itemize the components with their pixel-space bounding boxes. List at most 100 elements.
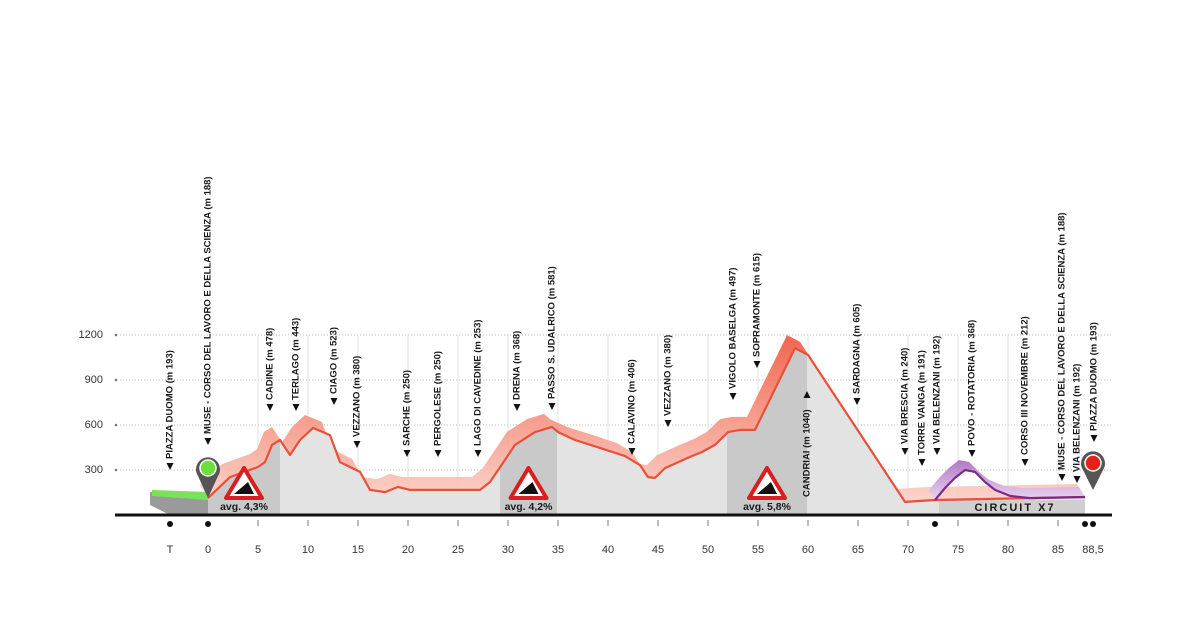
waypoint-marker [933, 448, 941, 455]
x-tick-label: 88,5 [1082, 544, 1103, 556]
waypoint-label: VEZZANO (m 380) [352, 356, 363, 437]
climb-area [727, 348, 807, 515]
labels: avg. 4,3% avg. 4,2% avg. 5,8% PIAZZA DUOMO … [165, 176, 1100, 512]
waypoint-marker [548, 403, 556, 410]
circuit-line [934, 468, 1086, 501]
waypoint-label: DRENA (m 368) [512, 331, 523, 400]
waypoint-marker [474, 450, 482, 457]
x-tick-label: 50 [702, 544, 714, 556]
y-tick-label: 900 [85, 374, 103, 386]
y-tick-mark [114, 468, 118, 472]
waypoint-label: VIGOLO BASELGA (m 497) [728, 267, 739, 389]
waypoint-label: VEZZANO (m 380) [663, 335, 674, 416]
x-tick-label: 85 [1052, 544, 1064, 556]
climb-label: avg. 5,8% [743, 501, 792, 513]
climb-label: avg. 4,3% [220, 501, 269, 513]
waypoint-marker [803, 391, 811, 398]
circuit-dot [1082, 521, 1088, 527]
profile-line [207, 347, 1086, 503]
y-tick-mark [114, 423, 118, 427]
climb-label: avg. 4,2% [505, 501, 554, 513]
waypoint-label: CANDRIAI (m 1040) [802, 409, 813, 497]
x-tick-label: 20 [402, 544, 414, 556]
waypoint-label: SARDAGNA (m 605) [852, 304, 863, 394]
waypoint-marker [853, 398, 861, 405]
waypoint-marker [403, 450, 411, 457]
x-tick-label: 70 [902, 544, 914, 556]
finish-pin [1081, 451, 1105, 490]
circuit-label: CIRCUIT X7 [974, 502, 1055, 514]
waypoint-marker [204, 438, 212, 445]
waypoint-label: SARCHE (m 250) [402, 370, 413, 446]
waypoint-label: CADINE (m 478) [265, 328, 276, 400]
waypoint-marker [918, 459, 926, 466]
waypoint-label: VIA BELENZANI (m 192) [932, 336, 943, 444]
waypoint-label: LAGO DI CAVEDINE (m 253) [473, 319, 484, 446]
waypoint-label: MUSE - CORSO DEL LAVORO E DELLA SCIENZA … [203, 176, 214, 434]
waypoint-marker [664, 420, 672, 427]
waypoint-label: SOPRAMONTE (m 615) [752, 253, 763, 357]
x-tick-label: 5 [255, 544, 261, 556]
waypoint-marker [729, 393, 737, 400]
x-tick-label: 55 [752, 544, 764, 556]
waypoint-label: CORSO III NOVEMBRE (m 212) [1020, 316, 1031, 455]
waypoint-marker [1058, 474, 1066, 481]
start-pin [196, 457, 220, 498]
x-tick-label: 40 [602, 544, 614, 556]
x-tick-label: 25 [452, 544, 464, 556]
waypoint-label: CIAGO (m 523) [329, 327, 340, 394]
waypoint-marker [968, 450, 976, 457]
ticks: 300 600 900 1200 T 0 5 10 15 20 25 30 35 40 45 50 55 60 65… [79, 329, 1104, 556]
x-tick-label: 60 [802, 544, 814, 556]
x-tick-label: 10 [302, 544, 314, 556]
climb-icon [224, 466, 264, 500]
y-tick-label: 1200 [79, 329, 103, 341]
waypoint-marker [353, 441, 361, 448]
y-tick-label: 300 [85, 464, 103, 476]
waypoint-label: TORRE VANGA (m 191) [917, 350, 928, 455]
climb-icon [508, 466, 549, 500]
x-tick-mark [205, 521, 211, 527]
waypoint-label: CALAVINO (m 406) [627, 359, 638, 444]
waypoint-marker [330, 398, 338, 405]
x-tick-mark [1090, 521, 1096, 527]
waypoint-label: VIA BRESCIA (m 240) [900, 348, 911, 444]
waypoint-marker [901, 448, 909, 455]
waypoint-marker [434, 450, 442, 457]
waypoint-marker [1073, 476, 1081, 483]
circuit-box [939, 500, 1085, 515]
waypoint-marker [1090, 435, 1098, 442]
waypoint-label: MUSE - CORSO DEL LAVORO E DELLA SCIENZA … [1057, 212, 1068, 470]
x-tick-label: 30 [502, 544, 514, 556]
y-tick-label: 600 [85, 419, 103, 431]
neutral-zone [150, 492, 208, 515]
x-tick-label: 65 [852, 544, 864, 556]
x-tick-label: 45 [652, 544, 664, 556]
x-tick-label: 75 [952, 544, 964, 556]
waypoint-label: PASSO S. UDALRICO (m 581) [547, 266, 558, 399]
waypoint-marker [628, 448, 636, 455]
x-tick-label: 15 [352, 544, 364, 556]
waypoint-marker [753, 361, 761, 368]
climb-icon-slope [234, 482, 254, 494]
waypoint-label: PIAZZA DUOMO (m 193) [165, 350, 176, 459]
y-tick-mark [114, 378, 118, 382]
waypoint-marker [1021, 459, 1029, 466]
neutral-zone-band [152, 490, 208, 500]
lines [207, 347, 1086, 503]
waypoint-label: PIAZZA DUOMO (m 193) [1089, 322, 1100, 431]
x-tick-label: 80 [1002, 544, 1014, 556]
profile-area [208, 348, 1085, 515]
x-tick-label: T [167, 544, 174, 556]
waypoint-marker [292, 404, 300, 411]
waypoint-label: TERLAGO (m 443) [291, 318, 302, 400]
waypoint-label: POVO - ROTATORIA (m 368) [967, 320, 978, 446]
x-tick-label: 35 [552, 544, 564, 556]
climb-icon-slope [518, 482, 539, 494]
waypoint-marker [513, 404, 521, 411]
y-tick-mark [114, 333, 118, 337]
climb-icon [747, 466, 787, 500]
waypoint-label: PERGOLESE (m 250) [433, 351, 444, 446]
waypoint-label: VIA BELENZANI (m 192) [1072, 364, 1083, 472]
